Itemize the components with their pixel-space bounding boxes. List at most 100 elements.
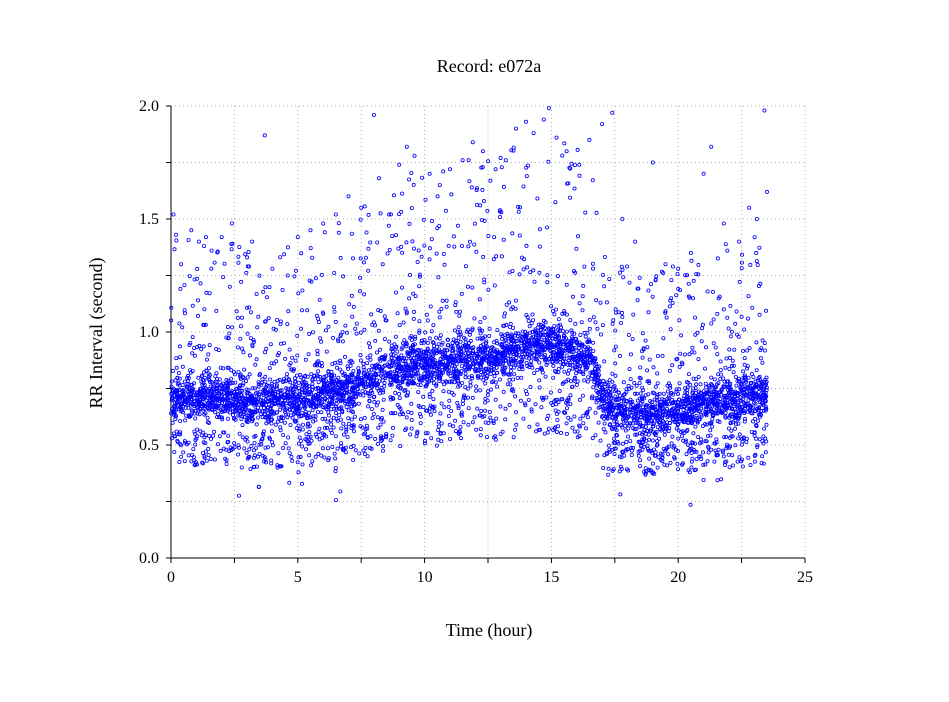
data-point	[419, 422, 422, 425]
data-point	[362, 449, 365, 452]
data-point	[236, 346, 239, 349]
data-point	[207, 353, 210, 356]
data-point	[711, 418, 714, 421]
data-point	[749, 463, 752, 466]
data-point	[334, 411, 337, 414]
data-point	[495, 255, 498, 258]
data-point	[484, 409, 487, 412]
data-point	[382, 391, 385, 394]
data-point	[338, 414, 341, 417]
data-point	[437, 276, 440, 279]
data-point	[428, 258, 431, 261]
data-point	[525, 392, 528, 395]
data-point	[218, 435, 221, 438]
data-point	[329, 419, 332, 422]
data-point	[611, 372, 614, 375]
data-point	[230, 377, 233, 380]
data-point	[383, 385, 386, 388]
data-point	[726, 249, 729, 252]
data-point	[658, 437, 661, 440]
data-point	[480, 409, 483, 412]
data-point	[728, 356, 731, 359]
data-point	[381, 379, 384, 382]
data-point	[209, 457, 212, 460]
data-point	[534, 430, 537, 433]
data-point	[459, 425, 462, 428]
data-point	[722, 455, 725, 458]
data-point	[354, 449, 357, 452]
data-point	[520, 376, 523, 379]
data-point	[283, 421, 286, 424]
data-point	[581, 295, 584, 298]
data-point	[578, 302, 581, 305]
data-point	[332, 426, 335, 429]
data-point	[367, 342, 370, 345]
data-point	[633, 381, 636, 384]
data-point	[536, 368, 539, 371]
data-point	[308, 454, 311, 457]
data-point	[456, 401, 459, 404]
data-point	[602, 466, 605, 469]
data-point	[282, 342, 285, 345]
data-point	[522, 417, 525, 420]
y-tick-label: 2.0	[139, 98, 159, 115]
data-point	[584, 335, 587, 338]
data-point	[383, 315, 386, 318]
data-point	[207, 367, 210, 370]
data-point	[576, 380, 579, 383]
data-point	[381, 449, 384, 452]
data-point	[227, 434, 230, 437]
data-point	[263, 351, 266, 354]
data-point	[597, 421, 600, 424]
data-point	[255, 358, 258, 361]
data-point	[719, 378, 722, 381]
data-point	[762, 435, 765, 438]
data-point	[755, 341, 758, 344]
data-point	[488, 327, 491, 330]
data-point	[512, 436, 515, 439]
data-point	[275, 360, 278, 363]
data-point	[618, 394, 621, 397]
data-point	[418, 320, 421, 323]
data-point	[295, 374, 298, 377]
data-point	[249, 467, 252, 470]
data-point	[755, 369, 758, 372]
data-point	[694, 316, 697, 319]
data-point	[346, 435, 349, 438]
data-point	[533, 280, 536, 283]
data-point	[260, 381, 263, 384]
data-point	[268, 367, 271, 370]
data-point	[447, 414, 450, 417]
data-point	[569, 394, 572, 397]
data-point	[546, 431, 549, 434]
data-point	[426, 341, 429, 344]
data-point	[257, 381, 260, 384]
data-point	[559, 361, 562, 364]
data-point	[484, 382, 487, 385]
data-point	[628, 281, 631, 284]
data-point	[287, 447, 290, 450]
data-point	[651, 295, 654, 298]
data-point	[700, 340, 703, 343]
data-point	[461, 399, 464, 402]
data-point	[273, 380, 276, 383]
data-point	[326, 447, 329, 450]
y-tick-label: 0.0	[139, 550, 159, 567]
data-point	[530, 408, 533, 411]
data-point	[588, 318, 591, 321]
data-point	[719, 368, 722, 371]
data-point	[255, 292, 258, 295]
data-point	[212, 434, 215, 437]
data-point	[536, 197, 539, 200]
data-point	[515, 423, 518, 426]
data-point	[213, 430, 216, 433]
data-point	[359, 331, 362, 334]
data-point	[277, 452, 280, 455]
data-point	[372, 321, 375, 324]
data-point	[347, 409, 350, 412]
data-point	[183, 460, 186, 463]
data-point	[441, 299, 444, 302]
data-point	[554, 308, 557, 311]
data-point	[488, 334, 491, 337]
